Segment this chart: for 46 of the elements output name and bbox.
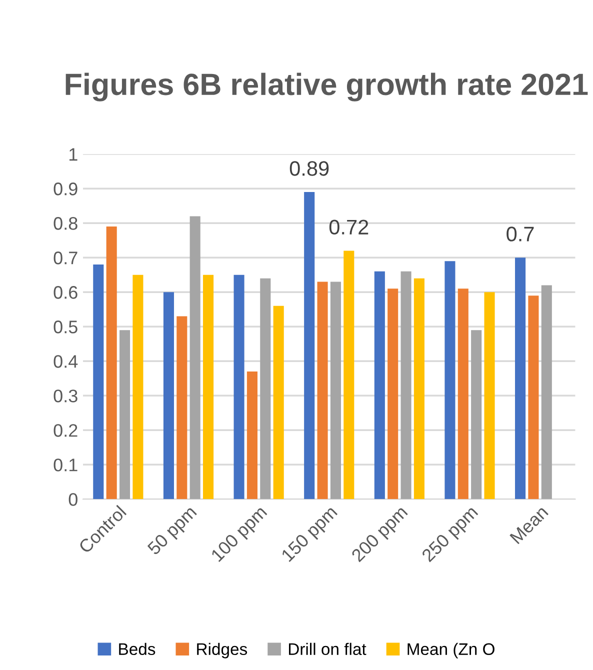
legend-label: Mean (Zn O xyxy=(408,642,494,658)
data-label: 0.72 xyxy=(329,220,368,235)
y-tick-label: 0.9 xyxy=(54,182,78,196)
bar xyxy=(414,278,424,500)
bar xyxy=(176,316,188,500)
bar xyxy=(515,258,526,500)
bar xyxy=(471,330,482,500)
bar xyxy=(202,274,214,500)
y-tick-label: 0.4 xyxy=(54,355,78,368)
bar xyxy=(119,330,130,500)
bar xyxy=(330,282,341,500)
legend-label: Ridges xyxy=(197,642,248,658)
bar xyxy=(163,292,174,500)
bar xyxy=(458,288,468,500)
bar xyxy=(528,296,539,500)
bar xyxy=(304,192,315,500)
bar xyxy=(93,264,104,500)
y-tick-label: 0.7 xyxy=(54,252,78,264)
bar xyxy=(374,271,385,500)
bar xyxy=(234,274,244,500)
y-tick-label: 0.6 xyxy=(54,286,78,299)
chart-title: Figures 6B relative growth rate 2021 xyxy=(66,72,588,102)
bar xyxy=(541,285,552,500)
bar xyxy=(260,278,271,500)
bar xyxy=(132,274,144,500)
y-tick-label: 0.1 xyxy=(54,458,78,472)
bar xyxy=(444,261,456,500)
y-tick-label: 0.8 xyxy=(54,217,78,230)
bar xyxy=(190,216,200,500)
bar xyxy=(317,282,328,500)
bar xyxy=(273,306,284,500)
y-tick-label: 0.5 xyxy=(54,320,78,334)
y-tick-label: 0.2 xyxy=(54,424,78,437)
bar xyxy=(400,271,412,500)
bar xyxy=(484,292,495,500)
data-label: 0.89 xyxy=(290,161,329,176)
legend-label: Beds xyxy=(119,642,156,656)
bar xyxy=(388,288,398,500)
data-label: 0.7 xyxy=(506,226,534,242)
y-tick-label: 0 xyxy=(68,493,78,506)
bar xyxy=(106,226,117,500)
legend-label: Drill on flat xyxy=(288,642,366,656)
bar xyxy=(246,371,258,500)
bar xyxy=(344,250,354,500)
y-tick-label: 0.3 xyxy=(54,390,78,402)
y-tick-label: 1 xyxy=(69,148,78,161)
